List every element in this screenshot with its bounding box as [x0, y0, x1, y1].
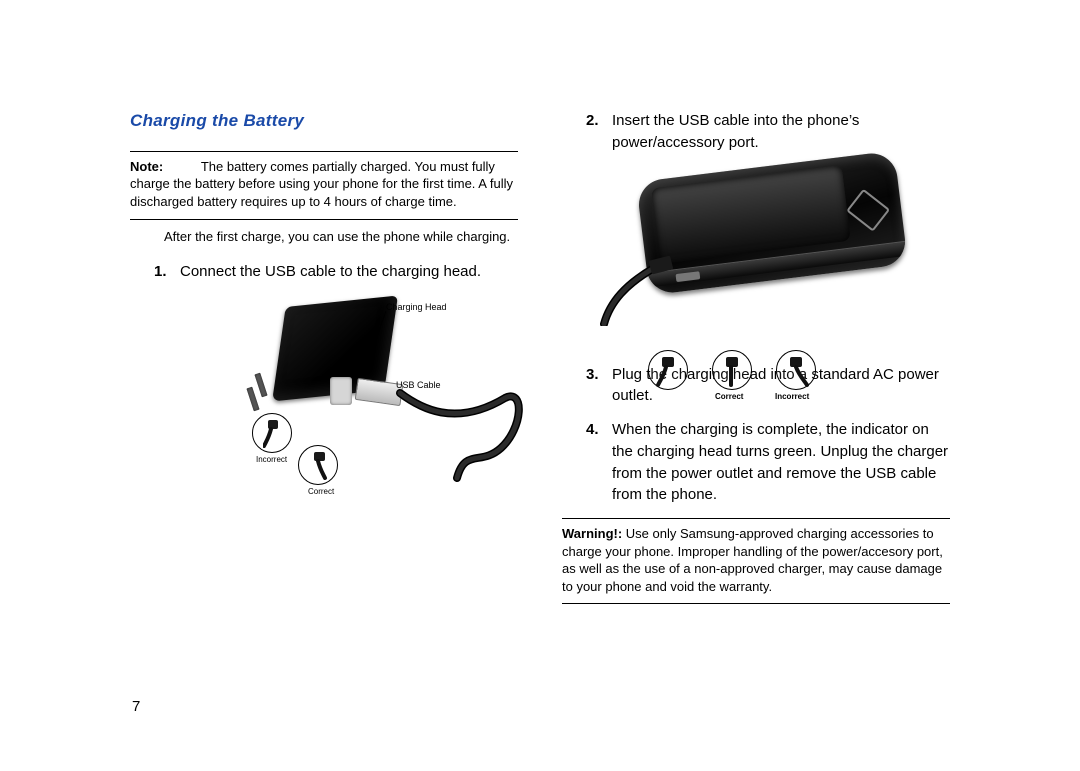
rule-warn-top [562, 518, 950, 519]
correct-label: Correct [715, 392, 743, 403]
connector-circle-icon [712, 350, 752, 390]
section-title: Charging the Battery [130, 110, 518, 133]
usb-cable-icon [395, 388, 525, 504]
manual-page: Charging the Battery Note: The battery c… [0, 0, 1080, 771]
note-block: Note: The battery comes partially charge… [130, 156, 518, 215]
left-column: Charging the Battery Note: The battery c… [130, 110, 518, 711]
micro-usb-icon [777, 351, 817, 391]
step-1: 1. Connect the USB cable to the charging… [154, 261, 518, 283]
usb-cable-label: USB Cable [396, 379, 441, 391]
incorrect-label: Incorrect [775, 392, 809, 403]
step-4: 4. When the charging is complete, the in… [586, 419, 950, 506]
warning-block: Warning!: Use only Samsung-approved char… [562, 523, 950, 599]
figure-phone-port: Correct Incorrect [582, 166, 912, 356]
step-4-text: When the charging is complete, the indic… [612, 419, 950, 506]
rule-mid [130, 219, 518, 220]
warning-label: Warning!: [562, 526, 622, 541]
note-label: Note: [130, 159, 163, 174]
after-first-charge-text: After the first charge, you can use the … [164, 228, 518, 246]
step-3: 3. Plug the charging head into a standar… [586, 364, 950, 408]
incorrect-circle-icon [252, 413, 292, 453]
right-column: 2. Insert the USB cable into the phone’s… [562, 110, 950, 711]
micro-usb-icon [649, 351, 689, 391]
plug-prong-icon [246, 387, 259, 412]
micro-usb-wrong-icon [263, 420, 285, 448]
correct-label: Correct [308, 487, 334, 498]
usb-socket-icon [330, 377, 352, 405]
step-2-number: 2. [586, 110, 612, 154]
step-2: 2. Insert the USB cable into the phone’s… [586, 110, 950, 154]
step-1-number: 1. [154, 261, 180, 283]
note-text: The battery comes partially charged. You… [130, 159, 513, 209]
step-3-number: 3. [586, 364, 612, 408]
nav-diamond-icon [846, 188, 890, 231]
cable-to-phone-icon [600, 256, 690, 332]
charging-head-label: Charging Head [386, 301, 447, 313]
rule-warn-bottom [562, 603, 950, 604]
leader-line-icon [374, 311, 388, 347]
phone-screen-icon [651, 165, 851, 264]
step-2-text: Insert the USB cable into the phone’s po… [612, 110, 950, 154]
micro-usb-correct-icon [309, 452, 331, 480]
step-1-text: Connect the USB cable to the charging he… [180, 261, 481, 283]
connector-circle-icon [648, 350, 688, 390]
figure-charging-head: S A M S U N G Charging Head USB Cable [200, 295, 500, 495]
connector-circle-icon [776, 350, 816, 390]
incorrect-label: Incorrect [256, 455, 287, 466]
correct-circle-icon [298, 445, 338, 485]
step-4-number: 4. [586, 419, 612, 506]
micro-usb-icon [713, 351, 753, 391]
page-number: 7 [132, 698, 140, 715]
rule-top [130, 151, 518, 152]
plug-prong-icon [254, 373, 267, 398]
